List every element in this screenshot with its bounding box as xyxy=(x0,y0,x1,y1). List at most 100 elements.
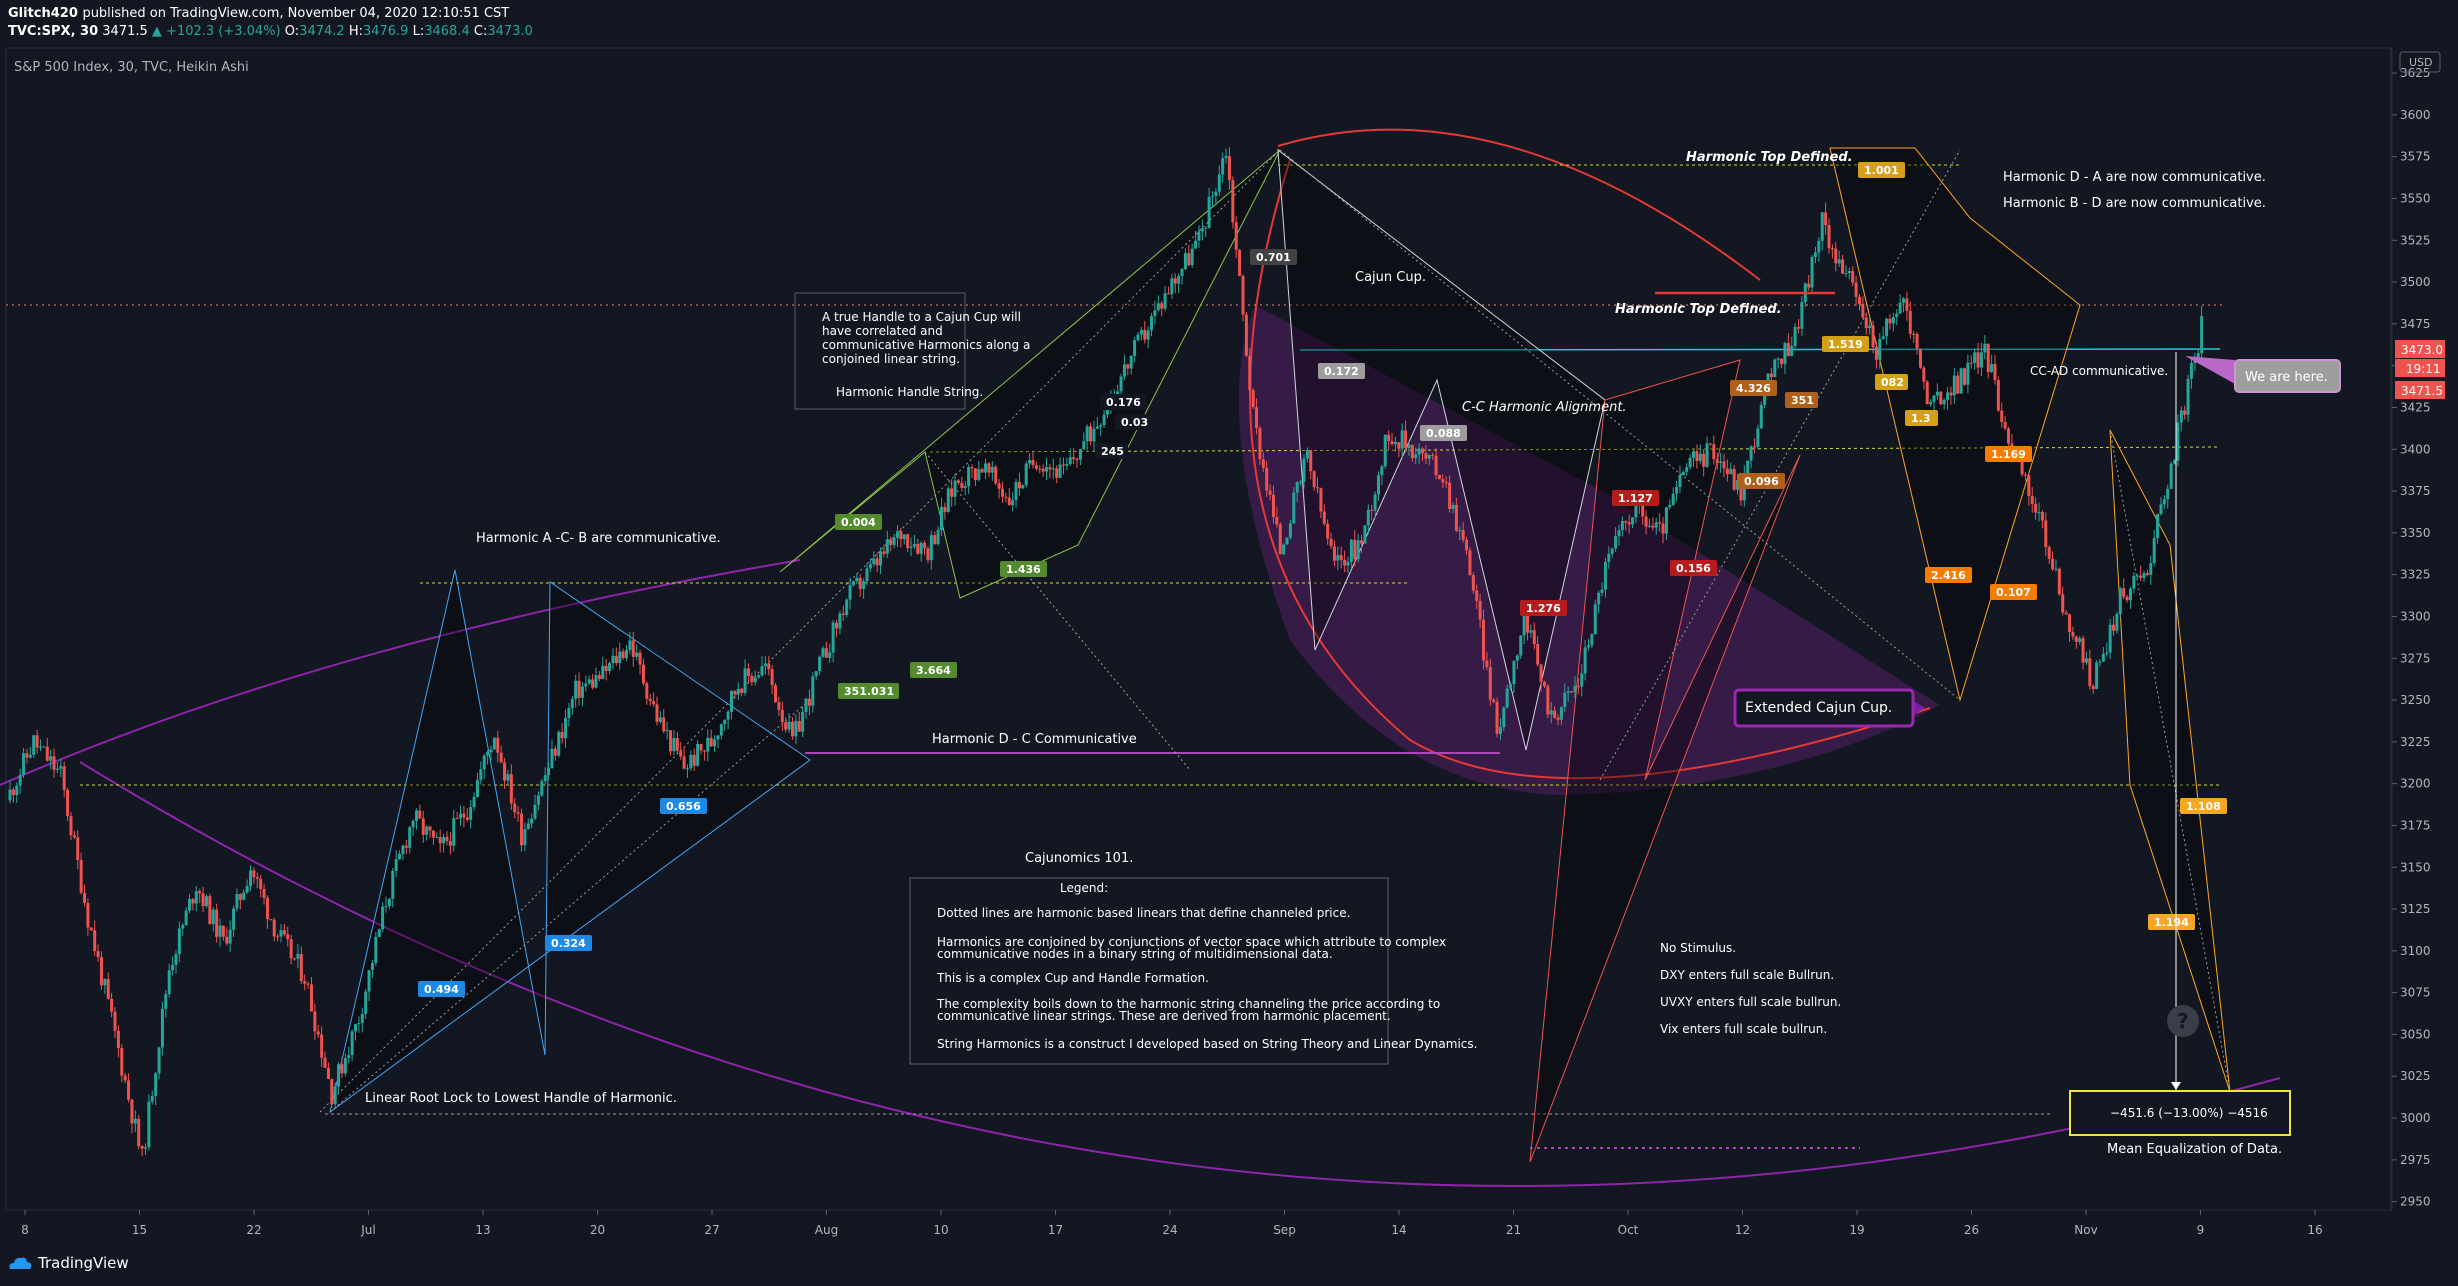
value-badge xyxy=(1115,414,1155,430)
candle-body xyxy=(2108,624,2112,653)
candle-body xyxy=(391,870,395,899)
candle-body xyxy=(516,812,520,814)
time-tick-label: 10 xyxy=(933,1223,948,1237)
candle-body xyxy=(2027,475,2031,496)
candle-body xyxy=(204,896,208,907)
candle-body xyxy=(381,906,385,930)
candle-body xyxy=(804,698,808,712)
candle-body xyxy=(757,675,761,678)
legend-box xyxy=(909,877,1389,1065)
candle-body xyxy=(1702,453,1706,467)
candle-body xyxy=(1343,559,1347,566)
help-icon[interactable] xyxy=(2167,1005,2199,1037)
candle-body xyxy=(232,908,236,930)
value-badge-text: 1.194 xyxy=(2154,916,2189,929)
candle-body xyxy=(1993,364,1997,381)
candle-body xyxy=(1915,333,1919,349)
candle-body xyxy=(547,767,551,776)
candle-body xyxy=(1800,301,1804,329)
we-are-here-callout xyxy=(2234,359,2341,393)
candle-body xyxy=(1007,497,1011,506)
candle-body xyxy=(1631,517,1635,525)
candle-body xyxy=(1769,373,1773,378)
candle-body xyxy=(899,531,903,540)
candle-body xyxy=(1309,450,1313,472)
candle-body xyxy=(2023,474,2027,476)
price-tick-label: 3525 xyxy=(2400,233,2431,247)
candle-body xyxy=(1021,485,1025,489)
help-icon-glyph: ? xyxy=(2177,1009,2189,1033)
cup-red-arc-top xyxy=(1277,128,1761,281)
currency-button[interactable] xyxy=(2399,51,2441,73)
time-tick-label: 19 xyxy=(1849,1223,1864,1237)
candle-body xyxy=(208,896,212,924)
candle-body xyxy=(438,837,442,844)
candle-body xyxy=(1051,468,1055,470)
candle-body xyxy=(1014,482,1018,501)
candle-body xyxy=(191,898,195,904)
candle-body xyxy=(597,675,601,679)
candle-body xyxy=(201,893,205,907)
value-badge-text: 0.096 xyxy=(1744,475,1779,488)
price-tag-last-text: 3471.5 xyxy=(2401,384,2443,398)
legend-line: This is a complex Cup and Handle Formati… xyxy=(936,971,1209,985)
candle-body xyxy=(740,688,744,693)
candle-body xyxy=(1559,706,1563,720)
candle-body xyxy=(2115,614,2119,631)
candle-body xyxy=(919,542,923,554)
candle-body xyxy=(49,756,53,761)
candle-body xyxy=(526,823,530,830)
price-tag-close-text: 3473.0 xyxy=(2401,343,2443,357)
candle-body xyxy=(479,769,483,780)
symbol[interactable]: TVC:SPX, 30 xyxy=(8,24,99,39)
candle-body xyxy=(215,909,219,937)
tradingview-logo[interactable]: TradingView xyxy=(8,1254,129,1272)
candle-body xyxy=(1028,460,1032,464)
candle-body xyxy=(1190,248,1194,266)
author: Glitch420 xyxy=(8,6,78,21)
handle-note-line1: A true Handle to a Cajun Cup will xyxy=(822,310,1021,324)
candle-body xyxy=(42,746,46,748)
candle-body xyxy=(462,813,466,818)
candle-body xyxy=(1983,343,1987,353)
candle-body xyxy=(384,906,388,908)
candle-body xyxy=(1990,364,1994,373)
candle-body xyxy=(1522,614,1526,636)
candle-body xyxy=(1526,614,1530,633)
time-axis[interactable]: 8 15 22 Jul 13 20 27 Aug 10 17 24 Sep 14 21 Oct 12 19 26 N… xyxy=(21,1210,2323,1237)
candle-body xyxy=(320,1034,324,1058)
candle-body xyxy=(2098,661,2102,663)
legend-line: String Harmonics is a construct I develo… xyxy=(937,1037,1477,1051)
candle-body xyxy=(980,469,984,473)
value-badge-text: 0.004 xyxy=(841,516,876,529)
price-axis[interactable]: 2950 2975 3000 3025 3050 3075 3100 3125 3150 3175… xyxy=(2392,66,2431,1209)
candle-body xyxy=(831,622,835,653)
candle-body xyxy=(1451,504,1455,510)
candle-body xyxy=(1211,195,1215,197)
o-label: O: xyxy=(284,24,300,39)
candle-body xyxy=(1075,459,1079,461)
time-tick-label: 9 xyxy=(2197,1223,2205,1237)
candle-body xyxy=(902,534,906,540)
candle-series[interactable] xyxy=(8,147,2204,1157)
candle-body xyxy=(1034,465,1038,469)
value-badge xyxy=(1875,374,1908,390)
value-badge xyxy=(1730,380,1777,396)
candle-body xyxy=(1061,464,1065,466)
candle-body xyxy=(2084,658,2088,663)
measure-box xyxy=(2069,1090,2291,1136)
candle-body xyxy=(851,581,855,586)
candle-body xyxy=(669,730,673,752)
value-badge xyxy=(835,514,882,530)
candle-body xyxy=(452,818,456,846)
value-badge xyxy=(1420,425,1467,441)
candle-body xyxy=(1932,395,1936,403)
candle-body xyxy=(574,680,578,699)
candle-body xyxy=(45,746,49,761)
time-tick-label: 13 xyxy=(475,1223,490,1237)
candle-body xyxy=(875,558,879,566)
candle-body xyxy=(1221,158,1225,175)
candle-body xyxy=(1082,441,1086,450)
value-badge xyxy=(1318,363,1365,379)
